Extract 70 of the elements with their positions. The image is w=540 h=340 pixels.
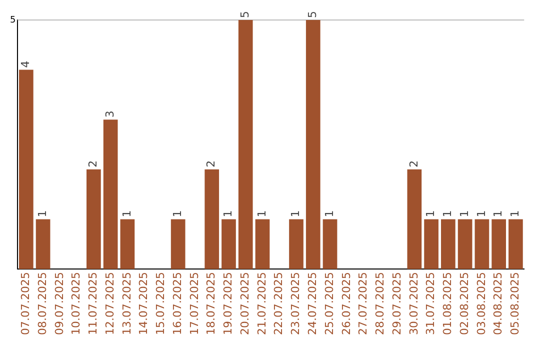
- data-label: 1: [170, 210, 184, 218]
- bar: [238, 20, 253, 270]
- bar: [508, 219, 523, 270]
- data-label: 1: [474, 210, 488, 218]
- data-label: 2: [204, 160, 218, 168]
- x-tick-label: 19.07.2025: [222, 272, 235, 336]
- bar: [306, 20, 320, 270]
- bar: [407, 169, 422, 270]
- x-tick-label: 01.08.2025: [441, 272, 454, 336]
- x-tick-label: 27.07.2025: [356, 272, 370, 336]
- x-tick-label: 24.07.2025: [306, 272, 319, 336]
- x-tick-label: 13.07.2025: [120, 272, 134, 336]
- x-tick-label: 18.07.2025: [204, 272, 218, 336]
- bar: [86, 169, 101, 270]
- data-label: 1: [36, 210, 49, 218]
- data-label: 5: [238, 11, 252, 18]
- data-label: 1: [120, 210, 134, 218]
- bar: [18, 70, 34, 270]
- x-tick-label: 16.07.2025: [170, 272, 184, 336]
- data-label: 1: [492, 210, 505, 218]
- data-label: 1: [289, 210, 302, 218]
- data-label: 2: [86, 160, 100, 168]
- bar: [103, 120, 118, 270]
- bar: [222, 219, 236, 270]
- data-label: 1: [222, 210, 235, 218]
- bar: [36, 219, 50, 270]
- x-tick-label: 09.07.2025: [52, 272, 66, 336]
- x-tick-label: 30.07.2025: [407, 272, 420, 336]
- bar: [492, 219, 506, 270]
- data-label: 2: [407, 160, 420, 168]
- x-tick-label: 25.07.2025: [322, 272, 336, 336]
- bar: [322, 219, 338, 270]
- data-label: 1: [255, 210, 268, 218]
- data-label: 4: [19, 60, 32, 68]
- x-tick-label: 11.07.2025: [86, 272, 100, 336]
- x-tick-label: 26.07.2025: [340, 272, 353, 336]
- x-tick-label: 31.07.2025: [424, 272, 438, 336]
- bar: [424, 219, 438, 270]
- data-label: 1: [508, 210, 522, 218]
- data-label: 5: [306, 11, 319, 18]
- x-tick-label: 22.07.2025: [272, 272, 286, 336]
- x-tick-label: 21.07.2025: [255, 272, 268, 336]
- x-tick-label: 23.07.2025: [289, 272, 302, 336]
- bar: [120, 219, 135, 270]
- bar: [170, 219, 186, 270]
- x-tick-label: 07.07.2025: [19, 272, 32, 336]
- bar: [204, 169, 220, 270]
- bar: [474, 219, 490, 270]
- data-label: 1: [458, 210, 471, 218]
- data-label: 1: [424, 210, 438, 218]
- x-tick-label: 02.08.2025: [458, 272, 471, 336]
- x-tick-label: 03.08.2025: [474, 272, 488, 336]
- data-label: 3: [103, 110, 116, 118]
- bar: [441, 219, 456, 270]
- bar: [289, 219, 304, 270]
- bar: [255, 219, 270, 270]
- x-tick-label: 28.07.2025: [374, 272, 387, 336]
- x-tick-label: 29.07.2025: [390, 272, 404, 336]
- data-label: 1: [322, 210, 336, 218]
- x-tick-label: 04.08.2025: [492, 272, 505, 336]
- data-label: 1: [441, 210, 454, 218]
- bar: [458, 219, 472, 270]
- x-tick-label: 10.07.2025: [70, 272, 83, 336]
- x-tick-label: 15.07.2025: [154, 272, 168, 336]
- x-tick-label: 12.07.2025: [103, 272, 116, 336]
- x-tick-label: 08.07.2025: [36, 272, 49, 336]
- x-tick-label: 05.08.2025: [508, 272, 522, 336]
- x-tick-label: 17.07.2025: [188, 272, 201, 336]
- x-tick-label: 14.07.2025: [137, 272, 150, 336]
- x-tick-label: 20.07.2025: [238, 272, 252, 336]
